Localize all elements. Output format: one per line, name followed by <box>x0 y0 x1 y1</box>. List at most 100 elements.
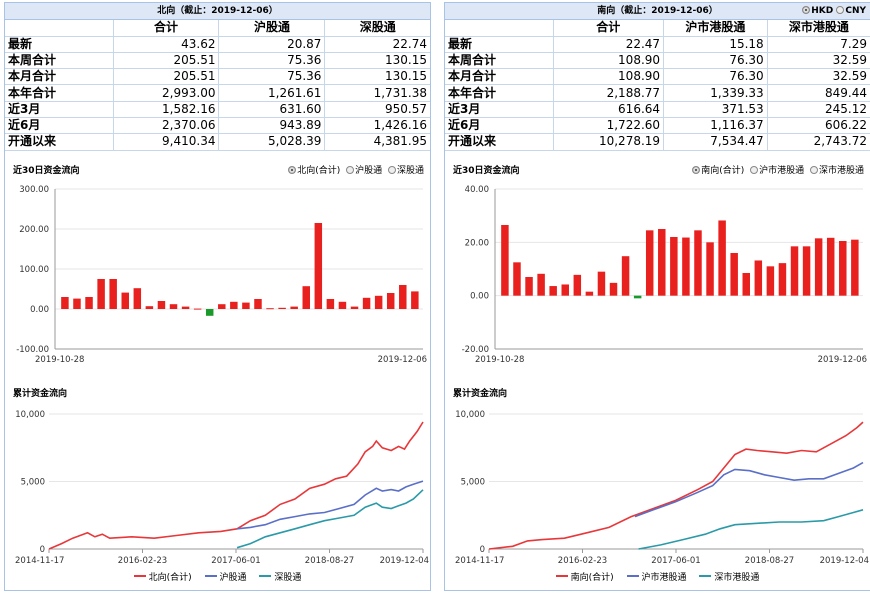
table-row: 本月合计 205.51 75.36 130.15 <box>5 68 430 86</box>
x-tick-label: 2019-10-28 <box>35 355 84 365</box>
table-cell: 76.30 <box>663 68 768 86</box>
table-cell: 1,261.61 <box>218 84 326 102</box>
y-tick-label: 10,000 <box>455 410 485 420</box>
bar <box>386 293 395 309</box>
bar <box>302 286 310 309</box>
x-tick-label: 2019-10-28 <box>475 355 524 365</box>
bar <box>694 230 702 296</box>
bar <box>254 299 262 309</box>
bar <box>814 238 823 296</box>
table-cell: 108.90 <box>553 52 665 70</box>
table-row: 近3月 1,582.16 631.60 950.57 <box>5 101 430 118</box>
currency-switch: HKD CNY <box>802 3 866 19</box>
table-cell: 10,278.19 <box>553 133 665 151</box>
x-tick-label: 2014-11-17 <box>15 556 64 566</box>
bar <box>109 279 117 309</box>
table-cell: 616.64 <box>553 101 665 118</box>
radio-option-south-total[interactable]: 南向(合计) <box>692 166 744 176</box>
bar <box>839 241 847 296</box>
northbound-panel: 北向（截止：2019-12-06） 合计 沪股通 深股通 最新 43.62 20.8… <box>4 2 431 591</box>
radio-option-north-sz[interactable]: 深股通 <box>387 166 424 176</box>
y-tick-label: 100.00 <box>19 265 49 275</box>
south-cum-legend: 南向(合计) 沪市港股通 深市港股通 <box>445 570 870 583</box>
bar <box>157 301 166 309</box>
table-cell: 1,339.33 <box>663 84 768 102</box>
bar <box>278 307 286 309</box>
bar <box>730 253 738 296</box>
x-tick-label: 2014-11-17 <box>455 556 504 566</box>
bar <box>181 306 190 309</box>
table-cell: 606.22 <box>767 117 870 135</box>
y-tick-label: -20.00 <box>462 345 489 355</box>
bar <box>537 273 545 296</box>
radio-unselected-icon <box>750 166 759 174</box>
x-tick-label: 2016-02-23 <box>118 556 167 566</box>
legend-item-south-sh[interactable]: 沪市港股通 <box>626 570 687 583</box>
table-row: 最新 22.47 15.18 7.29 <box>445 36 870 53</box>
bar <box>169 304 178 309</box>
currency-option-cny[interactable]: CNY <box>836 6 866 16</box>
table-row: 开通以来 9,410.34 5,028.39 4,381.95 <box>5 133 430 151</box>
bar <box>802 246 811 296</box>
radio-option-north-total[interactable]: 北向(合计) <box>288 166 340 176</box>
southbound-panel: 南向（截止：2019-12-06） HKD CNY 合计 沪市港股通 深市港股通… <box>444 2 870 591</box>
legend-item-north-sh[interactable]: 沪股通 <box>204 570 247 583</box>
bar <box>97 279 105 309</box>
row-label: 近3月 <box>445 101 554 118</box>
bar <box>573 274 582 296</box>
bar <box>61 297 69 309</box>
x-tick-label: 2019-12-04 <box>820 556 869 566</box>
legend-item-north-total[interactable]: 北向(合计) <box>133 570 192 583</box>
legend-item-north-sz[interactable]: 深股通 <box>259 570 301 583</box>
x-tick-label: 2019-12-04 <box>380 556 429 566</box>
north-cum-title: 累计资金流向 <box>13 389 68 399</box>
bar <box>399 285 407 309</box>
row-label: 本年合计 <box>445 84 554 102</box>
table-cell: 2,370.06 <box>113 117 220 135</box>
radio-option-south-sh[interactable]: 沪市港股通 <box>750 166 804 176</box>
bar <box>193 308 202 310</box>
bar <box>242 302 250 309</box>
table-row: 最新 43.62 20.87 22.74 <box>5 36 430 53</box>
table-cell: 7,534.47 <box>663 133 768 151</box>
table-cell: 75.36 <box>218 52 326 70</box>
bar <box>790 246 799 296</box>
south-cum-title: 累计资金流向 <box>453 389 508 399</box>
bar <box>411 291 419 309</box>
row-label: 本月合计 <box>445 68 554 86</box>
bar <box>230 301 238 309</box>
north-stats-table: 合计 沪股通 深股通 最新 43.62 20.87 22.74 本周合计 205.51 75… <box>5 20 430 151</box>
y-tick-label: 0 <box>40 545 45 555</box>
legend-swatch <box>259 575 272 577</box>
bar <box>682 237 690 296</box>
legend-swatch <box>204 575 217 577</box>
legend-item-south-sz[interactable]: 深市港股通 <box>699 570 759 583</box>
legend-item-south-total[interactable]: 南向(合计) <box>555 570 614 583</box>
table-row: 本周合计 205.51 75.36 130.15 <box>5 52 430 70</box>
bar <box>290 306 298 309</box>
row-label: 本年合计 <box>5 84 114 102</box>
row-label: 近6月 <box>5 117 114 135</box>
table-cell: 205.51 <box>113 68 220 86</box>
y-tick-label: 0.00 <box>30 305 49 315</box>
bar <box>609 282 618 296</box>
row-label: 近3月 <box>5 101 114 118</box>
col-header <box>445 20 554 37</box>
radio-option-south-sz[interactable]: 深市港股通 <box>809 166 864 176</box>
table-cell: 43.62 <box>113 36 220 53</box>
col-header-sz: 深股通 <box>324 20 430 37</box>
bar <box>205 309 214 316</box>
row-label: 本月合计 <box>5 68 114 86</box>
radio-unselected-icon <box>836 6 845 14</box>
table-cell: 7.29 <box>767 36 870 53</box>
col-header-sh: 沪股通 <box>218 20 326 37</box>
radio-option-north-sh[interactable]: 沪股通 <box>346 166 382 176</box>
legend-swatch <box>699 575 712 577</box>
table-cell: 9,410.34 <box>113 133 220 151</box>
currency-option-hkd[interactable]: HKD <box>802 6 833 16</box>
bar <box>851 239 859 296</box>
table-row: 开通以来 10,278.19 7,534.47 2,743.72 <box>445 133 870 151</box>
radio-unselected-icon <box>346 166 355 174</box>
bar <box>218 304 226 309</box>
